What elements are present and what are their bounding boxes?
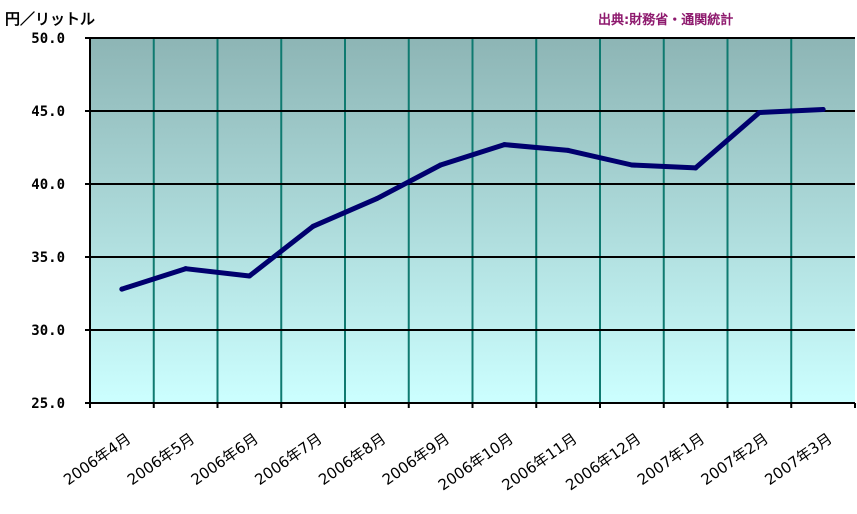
x-tick-label: 2006年8月 [315,430,389,489]
data-point [756,109,762,115]
data-point [693,165,699,171]
x-axis-ticks: 2006年4月2006年5月2006年6月2006年7月2006年8月2006年… [60,403,856,494]
data-point [374,196,380,202]
y-tick-label: 35.0 [31,250,65,266]
vertical-gridlines [152,38,793,403]
data-point [629,162,635,168]
x-tick-label: 2006年7月 [251,430,325,489]
data-point [183,266,189,272]
y-tick-label: 40.0 [31,177,65,193]
x-tick-label: 2007年3月 [761,430,835,489]
series-layer [119,107,826,292]
y-tick-label: 50.0 [31,31,65,47]
x-tick-label: 2006年5月 [124,430,198,489]
data-point [310,223,316,229]
data-point [565,147,571,153]
y-tick-label: 25.0 [31,396,65,412]
x-tick-label: 2007年2月 [698,430,772,489]
y-tick-label: 30.0 [31,323,65,339]
source-label: 出典:財務省・通関統計 [598,12,733,28]
x-tick-label: 2006年6月 [188,430,262,489]
data-point [820,107,826,113]
x-tick-label: 2007年1月 [634,430,708,489]
data-point [119,286,125,292]
unit-label: 円／リットル [5,10,95,28]
data-point [438,162,444,168]
x-tick-label: 2006年4月 [60,430,134,489]
series-line [119,107,826,292]
y-axis-ticks: 50.0 45.0 40.0 35.0 30.0 25.0 [31,31,90,412]
data-point [246,273,252,279]
data-point [501,142,507,148]
y-tick-label: 45.0 [31,104,65,120]
